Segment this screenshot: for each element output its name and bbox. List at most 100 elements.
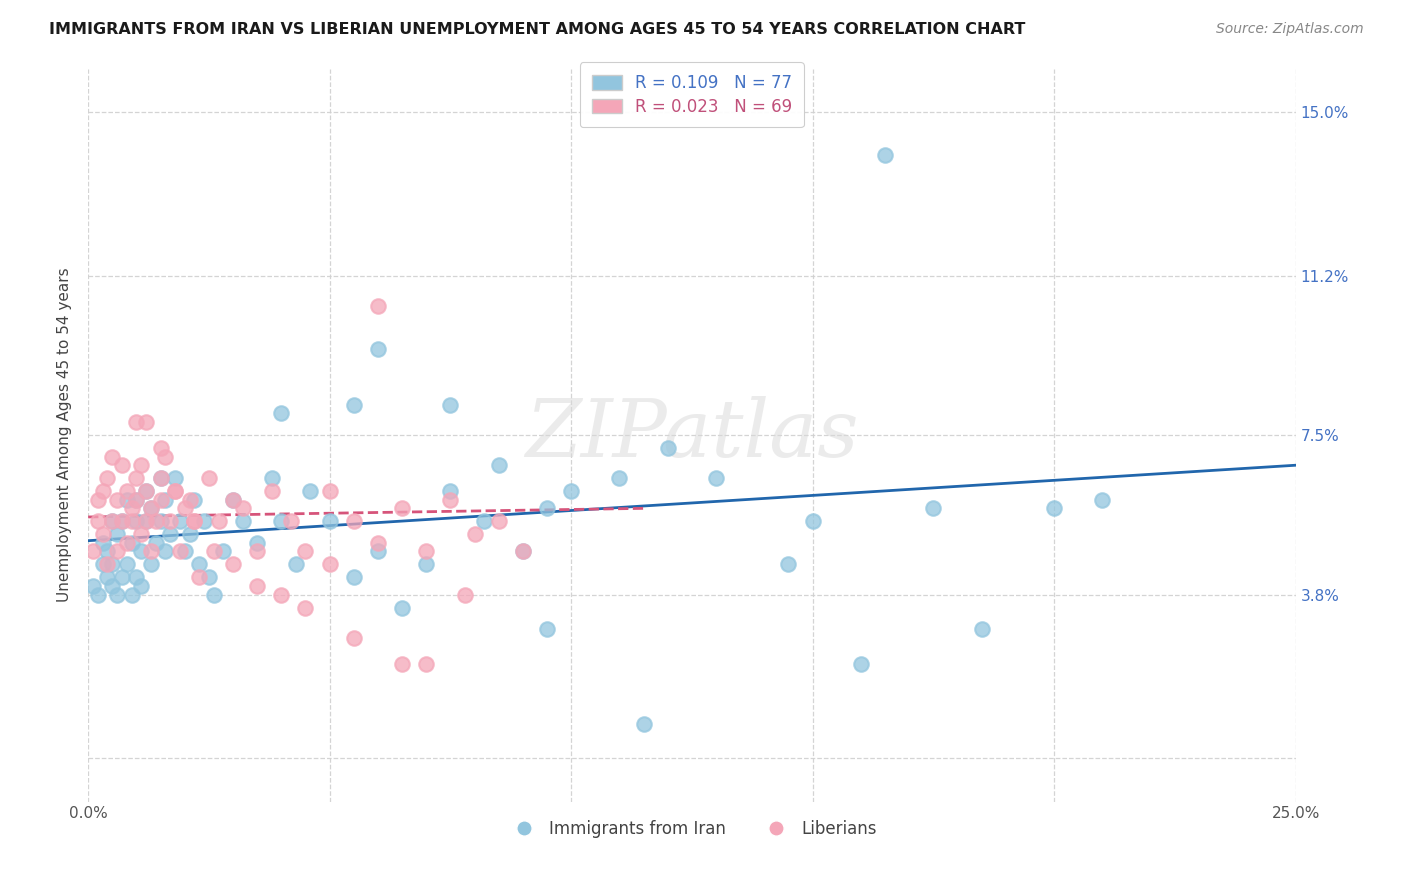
Point xyxy=(391,501,413,516)
Point xyxy=(155,450,177,464)
Point xyxy=(165,484,187,499)
Point xyxy=(165,484,187,499)
Point xyxy=(135,514,157,528)
Point xyxy=(87,514,110,528)
Point xyxy=(101,579,124,593)
Point xyxy=(222,492,245,507)
Point xyxy=(801,514,824,528)
Point xyxy=(82,544,104,558)
Point xyxy=(125,514,148,528)
Point xyxy=(472,514,495,528)
Point xyxy=(145,536,167,550)
Point xyxy=(415,558,437,572)
Point xyxy=(270,514,292,528)
Point xyxy=(139,544,162,558)
Point xyxy=(159,514,181,528)
Point xyxy=(367,544,389,558)
Point xyxy=(188,558,211,572)
Point xyxy=(149,471,172,485)
Point xyxy=(488,514,510,528)
Point xyxy=(91,558,114,572)
Point xyxy=(198,570,221,584)
Point xyxy=(115,492,138,507)
Legend: Immigrants from Iran, Liberians: Immigrants from Iran, Liberians xyxy=(501,814,883,845)
Point xyxy=(280,514,302,528)
Point xyxy=(96,558,118,572)
Point xyxy=(232,501,254,516)
Point xyxy=(284,558,307,572)
Point xyxy=(129,544,152,558)
Point xyxy=(101,558,124,572)
Point xyxy=(115,558,138,572)
Point xyxy=(125,415,148,429)
Point xyxy=(232,514,254,528)
Point xyxy=(139,501,162,516)
Point xyxy=(173,501,195,516)
Point xyxy=(246,579,269,593)
Point xyxy=(318,558,340,572)
Point xyxy=(343,570,366,584)
Point xyxy=(183,514,205,528)
Point xyxy=(155,492,177,507)
Point xyxy=(536,501,558,516)
Point xyxy=(188,570,211,584)
Point xyxy=(367,299,389,313)
Point xyxy=(91,536,114,550)
Point xyxy=(343,631,366,645)
Point xyxy=(165,471,187,485)
Point xyxy=(260,471,283,485)
Point xyxy=(159,527,181,541)
Point xyxy=(121,536,143,550)
Point xyxy=(105,527,128,541)
Point xyxy=(149,441,172,455)
Point xyxy=(657,441,679,455)
Point xyxy=(207,514,229,528)
Point xyxy=(91,484,114,499)
Point xyxy=(318,484,340,499)
Point xyxy=(439,398,461,412)
Point xyxy=(849,657,872,671)
Point xyxy=(145,514,167,528)
Point xyxy=(105,544,128,558)
Point xyxy=(121,501,143,516)
Point xyxy=(111,570,134,584)
Point xyxy=(609,471,631,485)
Point xyxy=(111,514,134,528)
Point xyxy=(169,514,191,528)
Y-axis label: Unemployment Among Ages 45 to 54 years: Unemployment Among Ages 45 to 54 years xyxy=(58,268,72,602)
Point xyxy=(115,484,138,499)
Point xyxy=(415,544,437,558)
Point xyxy=(704,471,727,485)
Point xyxy=(454,588,477,602)
Point xyxy=(87,492,110,507)
Point xyxy=(1091,492,1114,507)
Point xyxy=(512,544,534,558)
Point xyxy=(439,492,461,507)
Point xyxy=(135,415,157,429)
Point xyxy=(179,492,201,507)
Point xyxy=(82,579,104,593)
Point xyxy=(391,657,413,671)
Point xyxy=(101,514,124,528)
Point xyxy=(121,588,143,602)
Point xyxy=(193,514,215,528)
Point xyxy=(111,514,134,528)
Point xyxy=(149,514,172,528)
Point xyxy=(202,544,225,558)
Point xyxy=(87,588,110,602)
Point xyxy=(155,544,177,558)
Text: ZIPatlas: ZIPatlas xyxy=(524,396,859,474)
Point xyxy=(488,458,510,473)
Point xyxy=(439,484,461,499)
Point xyxy=(246,536,269,550)
Point xyxy=(294,544,316,558)
Point xyxy=(970,622,993,636)
Point xyxy=(115,536,138,550)
Point xyxy=(183,514,205,528)
Point xyxy=(922,501,945,516)
Point xyxy=(96,544,118,558)
Point xyxy=(560,484,582,499)
Point xyxy=(173,544,195,558)
Point xyxy=(125,471,148,485)
Point xyxy=(129,579,152,593)
